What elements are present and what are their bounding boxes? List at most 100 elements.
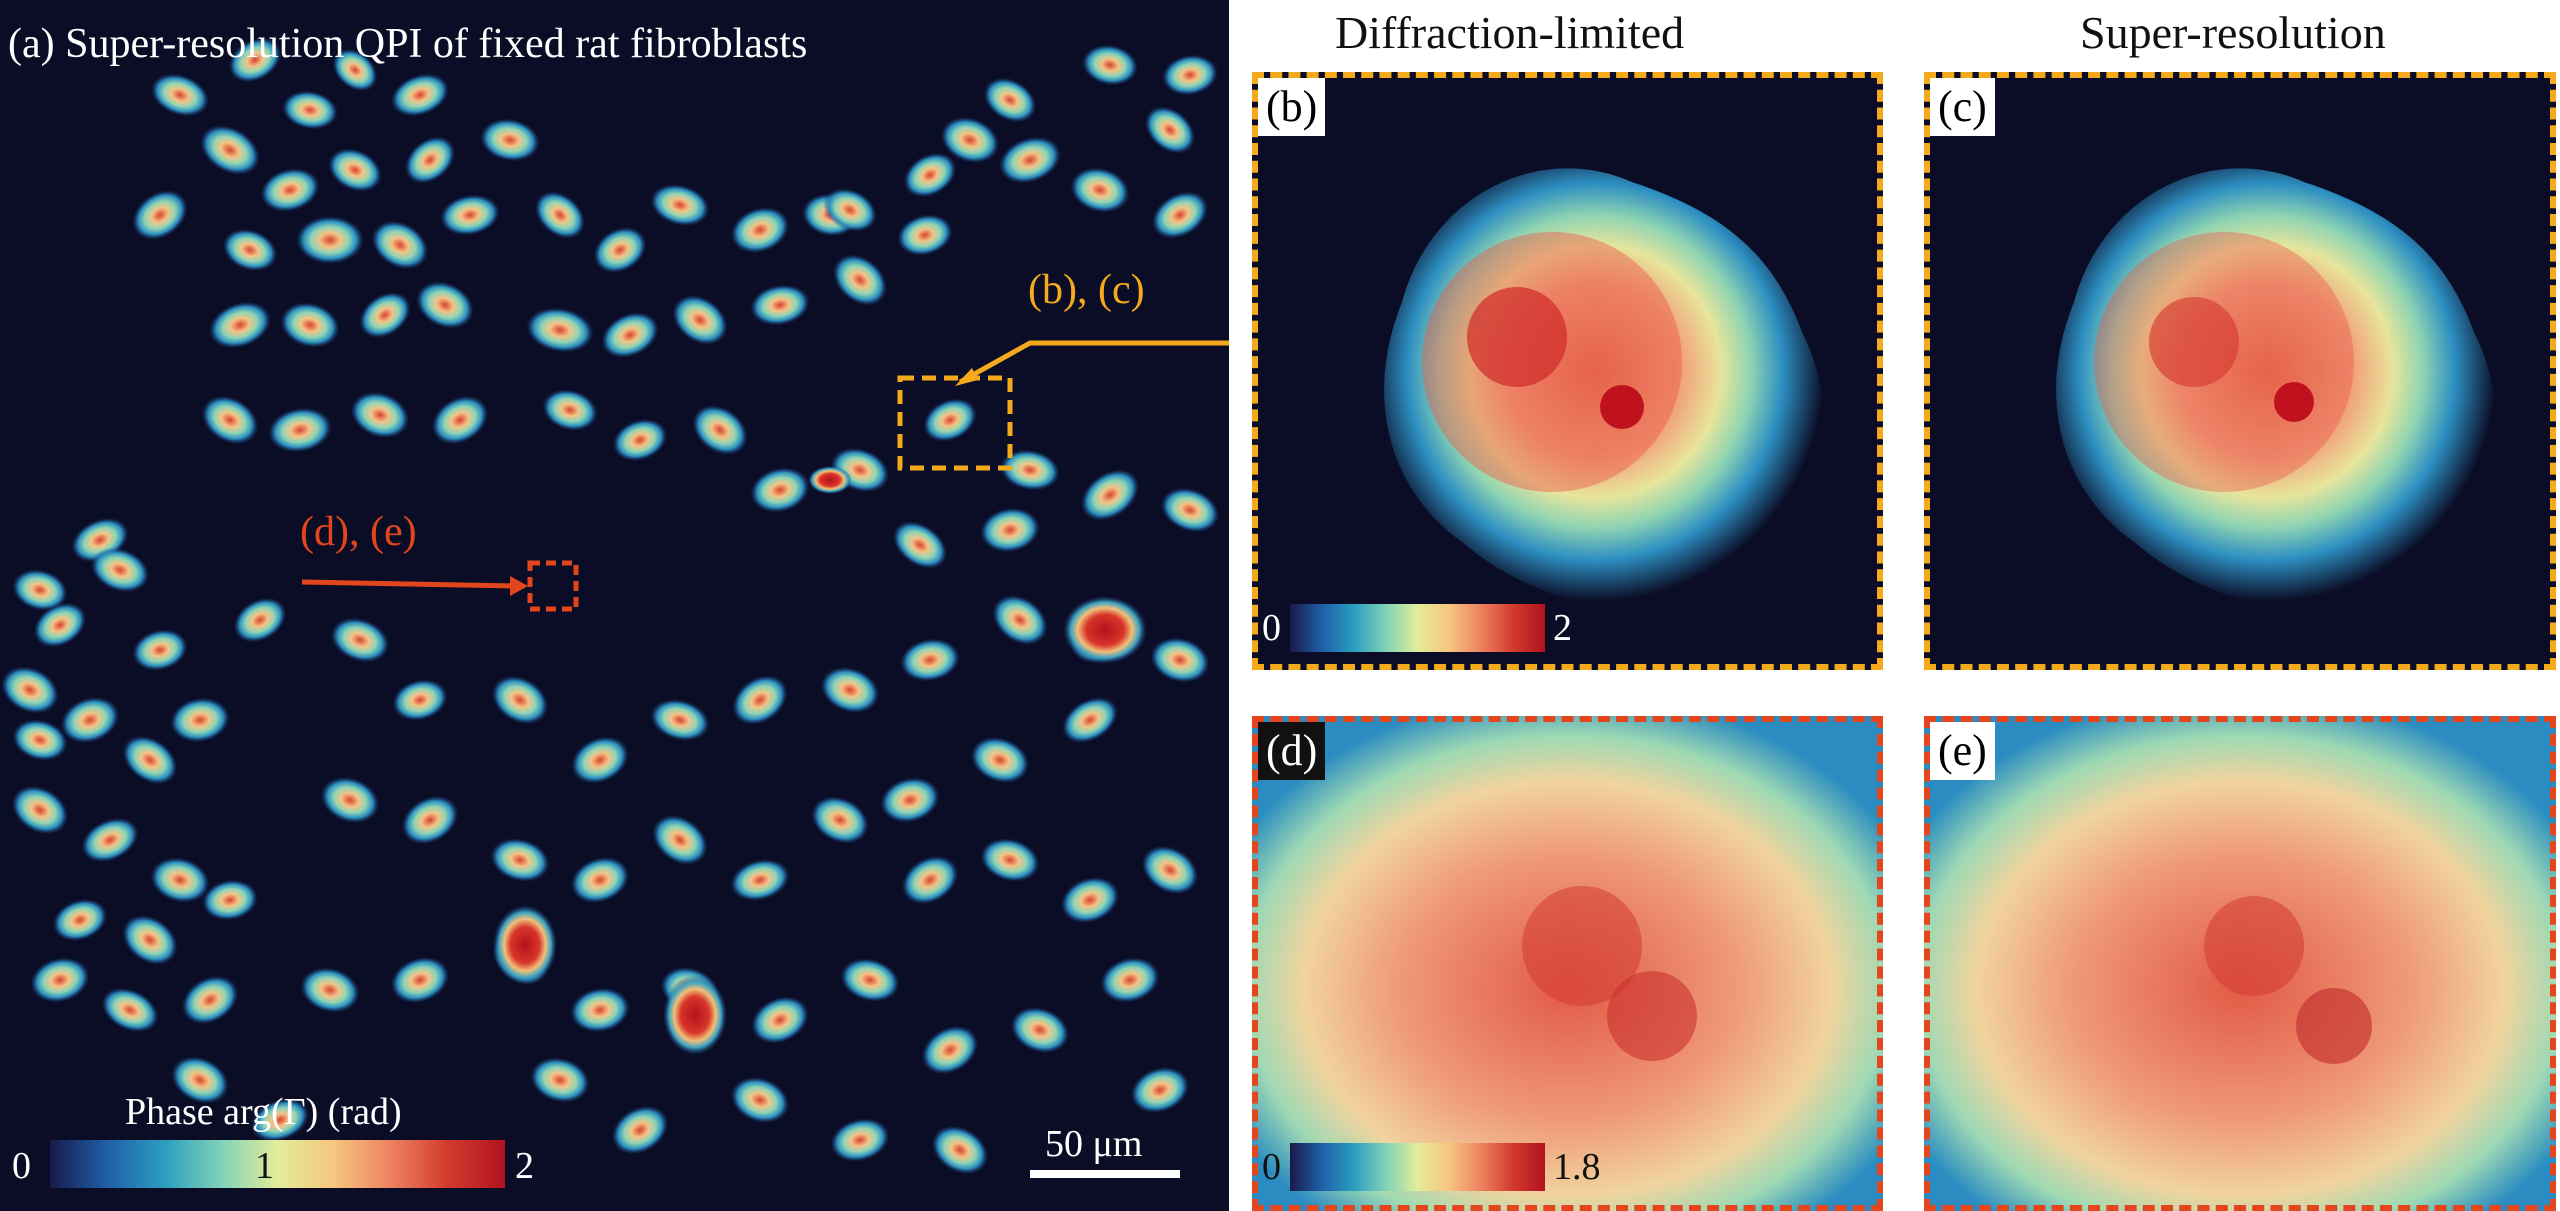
cell: [280, 302, 340, 348]
cell: [480, 118, 540, 162]
callout-arrow-bc: [958, 340, 1229, 385]
cell: [150, 73, 210, 117]
cell: [1162, 54, 1218, 96]
cell: [1060, 876, 1120, 924]
cell: [1070, 167, 1130, 213]
colorbar-b-min: 0: [1262, 607, 1281, 649]
cell: [650, 184, 710, 226]
colorbar-b-max: 2: [1553, 607, 1572, 649]
cell: [940, 116, 1000, 164]
cell: [980, 507, 1040, 553]
panel-a-title: Super-resolution QPI of fixed rat fibrob…: [65, 21, 808, 67]
cell: [534, 191, 586, 239]
cell: [992, 595, 1048, 645]
cell: [440, 194, 500, 236]
cell: [1151, 191, 1209, 239]
cell: [823, 188, 877, 232]
cell: [90, 547, 150, 593]
scalebar: [1030, 1170, 1180, 1178]
callout-arrow-de: [301, 579, 519, 589]
colorbar-d: [1290, 1143, 1545, 1191]
cell-image-b: [1384, 168, 1825, 611]
cell: [328, 148, 382, 192]
cell: [201, 395, 259, 445]
cell: [692, 405, 748, 455]
cell: [530, 1057, 590, 1103]
cell: [296, 216, 364, 264]
cell: [60, 696, 120, 744]
cell: [730, 206, 790, 254]
cell: [1000, 449, 1060, 491]
cell: [222, 228, 278, 272]
cell: [300, 967, 360, 1013]
cell: [181, 975, 239, 1025]
cell: [150, 857, 210, 903]
cell: [390, 73, 450, 117]
cell: [903, 152, 957, 198]
roi-box-bc: [897, 375, 1013, 471]
cell: [170, 697, 230, 743]
cell: [282, 90, 338, 130]
panel-b-label: (b): [1258, 78, 1326, 136]
cell: [750, 467, 810, 513]
cell: [200, 125, 260, 175]
cell: [980, 838, 1040, 882]
cell-field-image: [1, 37, 1229, 1178]
cell: [320, 776, 380, 824]
panel-d-diffraction-limited-zoom: [1252, 716, 1883, 1211]
cell: [650, 699, 710, 741]
cell: [416, 281, 474, 329]
cell: [1141, 845, 1199, 895]
cell-bright: [493, 905, 557, 985]
colorbar-a-max: 2: [515, 1145, 534, 1187]
cell: [260, 168, 320, 212]
cell: [81, 817, 139, 863]
colorbar-a-min: 0: [12, 1145, 31, 1187]
cell: [371, 220, 429, 270]
roi-box-de: [527, 560, 579, 612]
cell: [1082, 44, 1138, 86]
colorbar-b: [1290, 604, 1545, 652]
cell: [652, 815, 708, 865]
cell: [33, 602, 87, 648]
cell: [268, 407, 332, 453]
colorbar-d-min: 0: [1262, 1146, 1281, 1188]
cell: [901, 855, 959, 905]
cell: [593, 227, 647, 273]
cell: [404, 136, 456, 184]
cell: [542, 389, 598, 431]
cell: [611, 1105, 669, 1155]
cell: [570, 987, 630, 1033]
zoom-image-d: [1252, 716, 1883, 1211]
cell: [931, 1125, 989, 1175]
cell: [1130, 1066, 1190, 1114]
cell: [830, 1118, 890, 1162]
cell: [122, 915, 178, 965]
cell: [983, 77, 1037, 123]
cell: [923, 398, 977, 442]
panel-a-title-line: (a) Super-resolution QPI of fixed rat fi…: [8, 20, 807, 68]
cell: [390, 956, 450, 1004]
cell: [52, 898, 108, 942]
cell: [751, 996, 809, 1044]
colorbar-d-max: 1.8: [1553, 1146, 1601, 1188]
panel-e-super-resolution-zoom: [1924, 716, 2556, 1211]
cell: [999, 136, 1061, 184]
cell-bright: [663, 975, 727, 1055]
cell: [730, 1076, 790, 1124]
cell-image-c: [2056, 168, 2497, 611]
cell: [880, 777, 940, 823]
cell: [490, 838, 550, 882]
cell: [233, 597, 287, 643]
cell: [1160, 487, 1220, 533]
cell: [1, 666, 59, 714]
panel-c-label: (c): [1930, 78, 1995, 136]
cell: [1062, 697, 1118, 743]
cell: [820, 666, 880, 714]
zoom-image-e: [1924, 716, 2556, 1211]
cell: [897, 214, 953, 256]
cell: [1144, 106, 1196, 154]
column-title-diffraction-limited: Diffraction-limited: [1335, 7, 1685, 58]
cell: [350, 391, 410, 439]
cell: [1150, 637, 1210, 683]
